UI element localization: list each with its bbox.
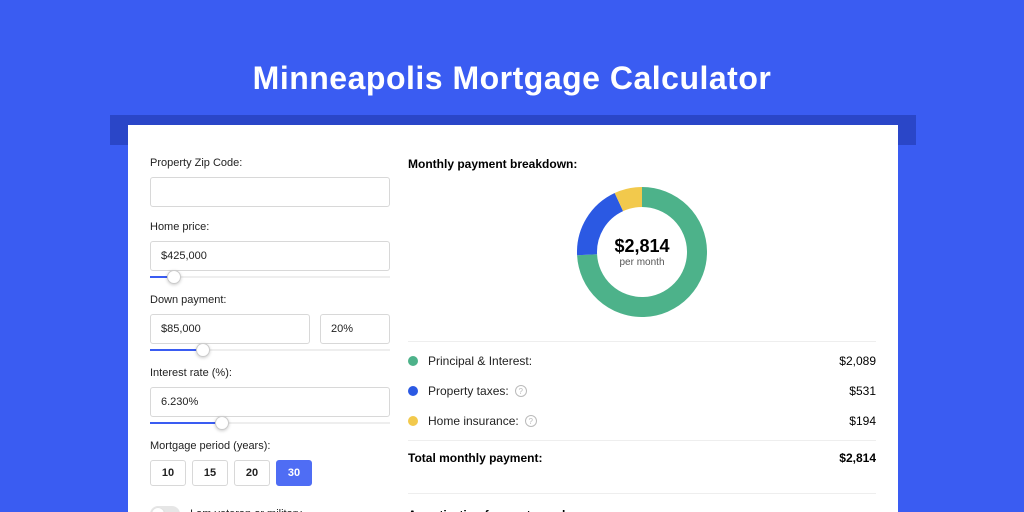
breakdown-title: Monthly payment breakdown: (408, 157, 876, 171)
zip-label: Property Zip Code: (150, 157, 390, 169)
down-payment-pct-input[interactable] (320, 314, 390, 344)
breakdown-label: Property taxes:? (428, 384, 849, 398)
down-payment-label: Down payment: (150, 294, 390, 306)
interest-slider[interactable] (150, 416, 390, 430)
veteran-row: I am veteran or military (150, 506, 390, 512)
page-bg: Minneapolis Mortgage Calculator Property… (0, 0, 1024, 512)
zip-input[interactable] (150, 177, 390, 207)
form-column: Property Zip Code: Home price: Down paym… (150, 157, 390, 512)
donut-chart: $2,814 per month (577, 187, 707, 317)
home-price-slider[interactable] (150, 270, 390, 284)
page-title: Minneapolis Mortgage Calculator (0, 0, 1024, 97)
donut-center-amount: $2,814 (614, 236, 669, 257)
period-option-15[interactable]: 15 (192, 460, 228, 486)
donut-center-sub: per month (619, 257, 664, 268)
calculator-card: Property Zip Code: Home price: Down paym… (128, 125, 898, 512)
info-icon[interactable]: ? (525, 415, 537, 427)
veteran-label: I am veteran or military (190, 508, 302, 512)
down-payment-amount-input[interactable] (150, 314, 310, 344)
info-icon[interactable]: ? (515, 385, 527, 397)
breakdown-row-1: Property taxes:?$531 (408, 376, 876, 406)
breakdown-value: $2,089 (839, 354, 876, 368)
amortization-section: Amortization for mortgage loan Amortizat… (408, 493, 876, 512)
total-value: $2,814 (839, 451, 876, 465)
amortization-title: Amortization for mortgage loan (408, 508, 876, 512)
interest-input[interactable] (150, 387, 390, 417)
period-option-20[interactable]: 20 (234, 460, 270, 486)
total-row: Total monthly payment: $2,814 (408, 440, 876, 475)
down-payment-slider[interactable] (150, 343, 390, 357)
breakdown-value: $531 (849, 384, 876, 398)
breakdown-row-0: Principal & Interest:$2,089 (408, 346, 876, 376)
breakdown-row-2: Home insurance:?$194 (408, 406, 876, 436)
period-option-30[interactable]: 30 (276, 460, 312, 486)
period-segmented: 10152030 (150, 460, 390, 486)
breakdown-label: Principal & Interest: (428, 354, 839, 368)
swatch-icon (408, 386, 418, 396)
period-label: Mortgage period (years): (150, 440, 390, 452)
home-price-input[interactable] (150, 241, 390, 271)
total-label: Total monthly payment: (408, 451, 839, 465)
home-price-label: Home price: (150, 221, 390, 233)
divider (408, 341, 876, 342)
veteran-toggle[interactable] (150, 506, 180, 512)
swatch-icon (408, 356, 418, 366)
swatch-icon (408, 416, 418, 426)
breakdown-column: Monthly payment breakdown: $2,814 per mo… (408, 157, 876, 512)
period-option-10[interactable]: 10 (150, 460, 186, 486)
interest-label: Interest rate (%): (150, 367, 390, 379)
breakdown-label: Home insurance:? (428, 414, 849, 428)
breakdown-value: $194 (849, 414, 876, 428)
